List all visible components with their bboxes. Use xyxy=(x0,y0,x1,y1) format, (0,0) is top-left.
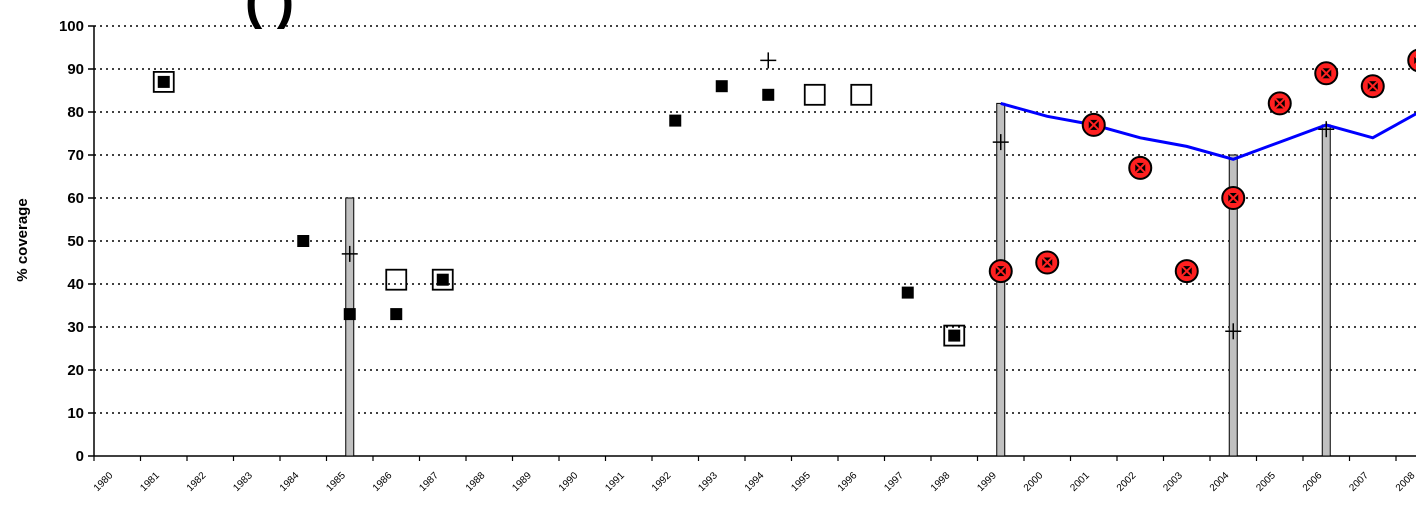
x-tick-label: 1995 xyxy=(789,470,813,494)
x-tick-label: 2000 xyxy=(1022,470,1046,494)
point-red-x-circle xyxy=(1360,74,1385,99)
x-tick-label: 1999 xyxy=(975,470,999,494)
point-filled-square xyxy=(343,308,356,321)
marker-x-b xyxy=(1365,78,1381,94)
point-open-square xyxy=(152,71,175,93)
point-filled-square xyxy=(762,88,775,101)
point-filled-square xyxy=(901,286,914,299)
point-red-x-circle xyxy=(1267,91,1292,116)
point-plus xyxy=(992,134,1009,151)
marker-x-b xyxy=(1272,95,1288,112)
y-tick-label: 20 xyxy=(67,362,84,379)
point-open-square xyxy=(431,268,454,291)
point-red-x-circle xyxy=(1314,61,1339,86)
point-red-x-circle xyxy=(1407,48,1416,72)
point-red-x-circle xyxy=(1128,155,1153,180)
point-red-x-circle xyxy=(1174,259,1199,284)
y-tick-label: 90 xyxy=(67,61,84,78)
series-line xyxy=(1000,101,1416,161)
point-open-square xyxy=(943,324,966,347)
point-plus xyxy=(760,52,777,69)
x-tick-label: 2008 xyxy=(1394,470,1416,494)
x-tick-label: 1994 xyxy=(743,470,767,494)
point-plus xyxy=(1225,323,1242,340)
x-tick-label: 1990 xyxy=(557,470,581,494)
marker-x-b xyxy=(993,263,1009,279)
point-filled-square xyxy=(669,114,682,127)
marker-x-b xyxy=(1132,160,1148,176)
y-tick-label: 30 xyxy=(67,319,84,336)
point-red-x-circle xyxy=(988,259,1013,284)
point-filled-square xyxy=(297,235,310,247)
point-open-square xyxy=(803,83,826,106)
x-tick-label: 2006 xyxy=(1301,470,1325,494)
marker-x-b xyxy=(1318,65,1334,82)
point-filled-square xyxy=(157,75,170,88)
y-tick-label: 100 xyxy=(59,18,84,35)
marker-x-a xyxy=(1411,52,1416,59)
axes xyxy=(88,25,1416,461)
marker-x-b xyxy=(1039,254,1055,271)
marker-x-b xyxy=(1411,62,1416,69)
point-open-square xyxy=(385,268,408,291)
point-plus xyxy=(1318,121,1335,138)
x-tick-label: 1991 xyxy=(603,470,627,494)
x-tick-label: 1982 xyxy=(185,470,209,494)
marker-x-b xyxy=(1179,263,1195,279)
x-tick-label: 2003 xyxy=(1161,470,1185,494)
point-filled-square xyxy=(390,308,403,321)
x-tick-label: 1980 xyxy=(92,470,116,494)
gridlines xyxy=(94,25,1416,414)
y-tick-label: 40 xyxy=(67,276,84,293)
point-red-x-circle xyxy=(1035,250,1060,275)
point-plus xyxy=(341,245,358,262)
x-tick-label: 1997 xyxy=(882,470,906,494)
x-tick-label: 1983 xyxy=(231,470,255,494)
marker-square xyxy=(1414,55,1416,66)
x-tick-label: 2002 xyxy=(1115,470,1139,494)
x-tick-label: 1984 xyxy=(278,470,302,494)
x-tick-label: 1985 xyxy=(324,470,348,494)
x-tick-label: 1996 xyxy=(836,470,860,494)
point-open-square xyxy=(850,83,873,106)
x-tick-label: 1993 xyxy=(696,470,720,494)
marker-x-b xyxy=(1086,117,1102,133)
y-tick-label: 70 xyxy=(67,147,84,164)
x-tick-label: 2007 xyxy=(1347,470,1371,494)
x-tick-labels: 1980 1981 1982 1983 1984 1985 1986 1987 1988 1989… xyxy=(92,470,1416,494)
x-tick-label: 1998 xyxy=(929,470,953,494)
x-tick-label: 2005 xyxy=(1254,470,1278,494)
x-tick-label: 1988 xyxy=(464,470,488,494)
y-tick-label: 0 xyxy=(76,448,84,465)
series-lines xyxy=(1000,101,1416,161)
x-tick-label: 2001 xyxy=(1068,470,1092,494)
x-tick-label: 1992 xyxy=(650,470,674,494)
y-tick-label: 60 xyxy=(67,190,84,207)
bar xyxy=(345,197,355,457)
chart-title: ( ) xyxy=(245,0,294,30)
point-filled-square xyxy=(436,273,449,286)
y-axis-label: % coverage xyxy=(14,198,31,281)
x-tick-label: 1981 xyxy=(138,470,162,494)
y-tick-label: 50 xyxy=(67,233,84,250)
x-tick-label: 1987 xyxy=(417,470,441,494)
marker-x-b xyxy=(1225,190,1241,206)
point-filled-square xyxy=(715,80,728,93)
point-red-x-circle xyxy=(1081,112,1106,137)
bar xyxy=(1228,154,1238,457)
point-red-x-circle xyxy=(1221,186,1246,210)
x-tick-label: 1989 xyxy=(510,470,534,494)
y-tick-label: 80 xyxy=(67,104,84,121)
x-tick-label: 2004 xyxy=(1208,470,1232,494)
y-tick-labels: 0 10 20 30 40 50 60 70 80 90 100 xyxy=(59,18,84,465)
data-points xyxy=(152,48,1416,347)
y-tick-label: 10 xyxy=(67,405,84,422)
x-tick-label: 1986 xyxy=(371,470,395,494)
bar xyxy=(1321,124,1331,457)
point-filled-square xyxy=(948,329,961,342)
